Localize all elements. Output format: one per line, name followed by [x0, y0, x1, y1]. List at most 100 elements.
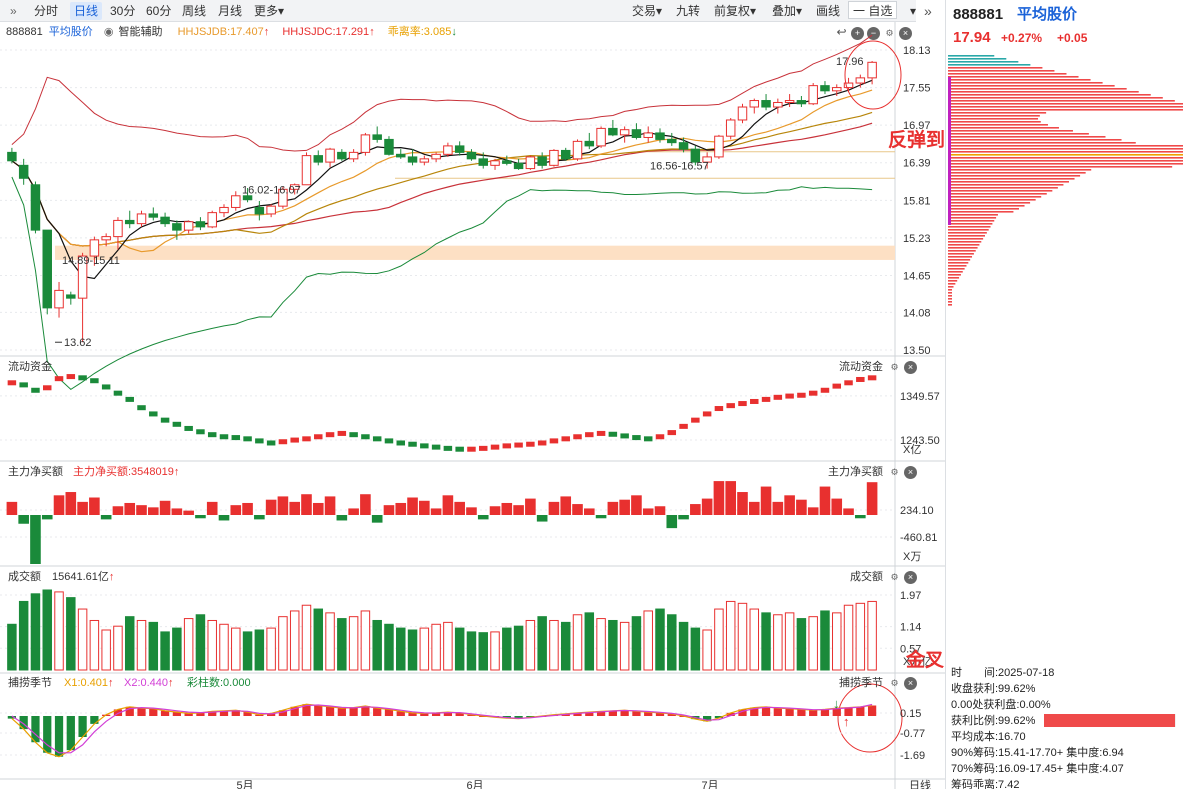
capital-bar	[808, 390, 818, 396]
capital-bar	[620, 433, 629, 439]
season-bar	[149, 708, 158, 716]
toolbar-menu-1[interactable]: 九转	[676, 4, 701, 18]
capital-bar	[561, 436, 570, 442]
volume-bar	[18, 600, 29, 671]
season-bar	[137, 708, 146, 716]
candle	[77, 255, 88, 299]
volume-bar	[678, 621, 689, 671]
netbuy-bar	[265, 499, 277, 515]
main-chart-svg[interactable]: 18.13 17.55 16.97 16.39 15.81 15.23 14.65 14.08…	[0, 0, 945, 789]
low-price-label: 13.62	[64, 337, 92, 349]
netbuy-bar	[254, 515, 265, 520]
toolbar-menu-4[interactable]: 画线	[816, 4, 841, 18]
chip-bar	[948, 295, 952, 297]
capital-bar	[349, 432, 358, 438]
candle	[702, 156, 712, 163]
capital-bar	[443, 445, 453, 451]
capital-bar	[467, 446, 476, 452]
quote-panel: » 888881 平均股价 17.94 +0.27% +0.05 时 间:202…	[924, 0, 1183, 789]
gear-icon[interactable]: ⚙	[890, 572, 899, 582]
capital-bar	[856, 376, 865, 382]
candle	[195, 221, 206, 228]
chip-bar	[948, 160, 1183, 162]
volume-bar	[348, 616, 359, 671]
volume-bar	[608, 619, 618, 671]
period-tab-1[interactable]: 日线	[70, 2, 103, 20]
candle	[360, 134, 371, 153]
candle	[584, 140, 595, 147]
candle	[655, 132, 665, 140]
volume-bar	[714, 608, 724, 671]
capital-bar	[750, 398, 759, 404]
netbuy-value: 主力净买额:3548019↑	[73, 466, 180, 478]
period-tab-6[interactable]: 更多▾	[254, 4, 285, 18]
candle	[124, 219, 135, 225]
season-bar	[408, 712, 417, 716]
period-tab-4[interactable]: 周线	[182, 4, 207, 18]
season-bar	[620, 710, 629, 716]
volume-bar	[737, 602, 748, 671]
volume-bar	[266, 627, 276, 671]
up-arrow-icon: ↑	[263, 26, 270, 38]
gear-icon[interactable]: ⚙	[890, 467, 899, 477]
netbuy-bar	[866, 482, 878, 515]
candle	[42, 229, 52, 309]
close-icon[interactable]: ×	[899, 27, 912, 40]
gear-icon[interactable]: ⚙	[890, 678, 899, 688]
zoom-in-icon[interactable]: +	[851, 27, 864, 40]
netbuy-bar	[360, 494, 371, 515]
capital-bar	[761, 396, 771, 402]
season-up-arrow: ↑	[843, 714, 850, 729]
capital-bar	[797, 392, 806, 398]
season-bar	[596, 711, 606, 716]
toolbar-menu-3[interactable]: 叠加▾	[772, 4, 803, 18]
chip-bar	[948, 58, 1007, 60]
collapse-icon[interactable]: »	[10, 4, 17, 18]
volume-bar	[372, 619, 382, 671]
candle	[572, 140, 583, 160]
candle	[466, 151, 477, 160]
volume-bar	[419, 627, 430, 671]
chip-bar	[948, 79, 1091, 81]
season-bar	[573, 712, 582, 716]
toolbar-menu-6[interactable]: ▾	[910, 4, 917, 18]
toolbar-menu-5[interactable]: 一 自选	[848, 1, 898, 19]
capital-bar	[149, 411, 158, 417]
up-arrow-icon: ↑	[369, 26, 375, 38]
eye-icon[interactable]: ◉	[103, 26, 114, 38]
volume-bar	[278, 616, 288, 671]
period-tab-5[interactable]: 月线	[218, 4, 243, 18]
netbuy-bar	[442, 495, 454, 515]
expand-icon[interactable]: »	[924, 3, 932, 19]
capital-bar	[19, 382, 28, 388]
period-tab-3[interactable]: 60分	[146, 4, 172, 18]
period-tab-2[interactable]: 30分	[110, 4, 136, 18]
chip-bar	[948, 70, 1055, 72]
capital-bar	[172, 421, 182, 427]
return-icon[interactable]: ↩	[836, 25, 847, 39]
chip-bar	[948, 229, 989, 231]
ma10-line	[11, 89, 873, 253]
volume-bar	[749, 608, 760, 671]
capital-bar	[219, 434, 229, 440]
close-icon[interactable]: ×	[904, 677, 917, 690]
indicator-legend: 888881 平均股价 ◉ 智能辅助 HHJSJDB:17.407↑ HHJSJ…	[6, 24, 457, 40]
toolbar-menu-2[interactable]: 前复权▾	[714, 4, 757, 18]
gear-icon[interactable]: ⚙	[885, 28, 894, 38]
legend-assist[interactable]: 智能辅助	[118, 26, 163, 38]
capital-bar	[184, 425, 193, 431]
period-label: 日线	[909, 778, 931, 789]
period-tab-0[interactable]: 分时	[34, 4, 59, 18]
chip-bar	[948, 220, 995, 222]
close-icon[interactable]: ×	[904, 361, 917, 374]
close-icon[interactable]: ×	[904, 466, 917, 479]
close-icon[interactable]: ×	[904, 571, 917, 584]
netbuy-bar	[242, 502, 253, 515]
gear-icon[interactable]: ⚙	[890, 362, 899, 372]
toolbar-menu-0[interactable]: 交易▾	[632, 4, 663, 18]
season-bar	[43, 716, 52, 753]
volume-bar	[407, 629, 418, 671]
netbuy-bar	[760, 486, 772, 515]
season-bar	[443, 712, 453, 716]
season-bar	[373, 708, 382, 716]
